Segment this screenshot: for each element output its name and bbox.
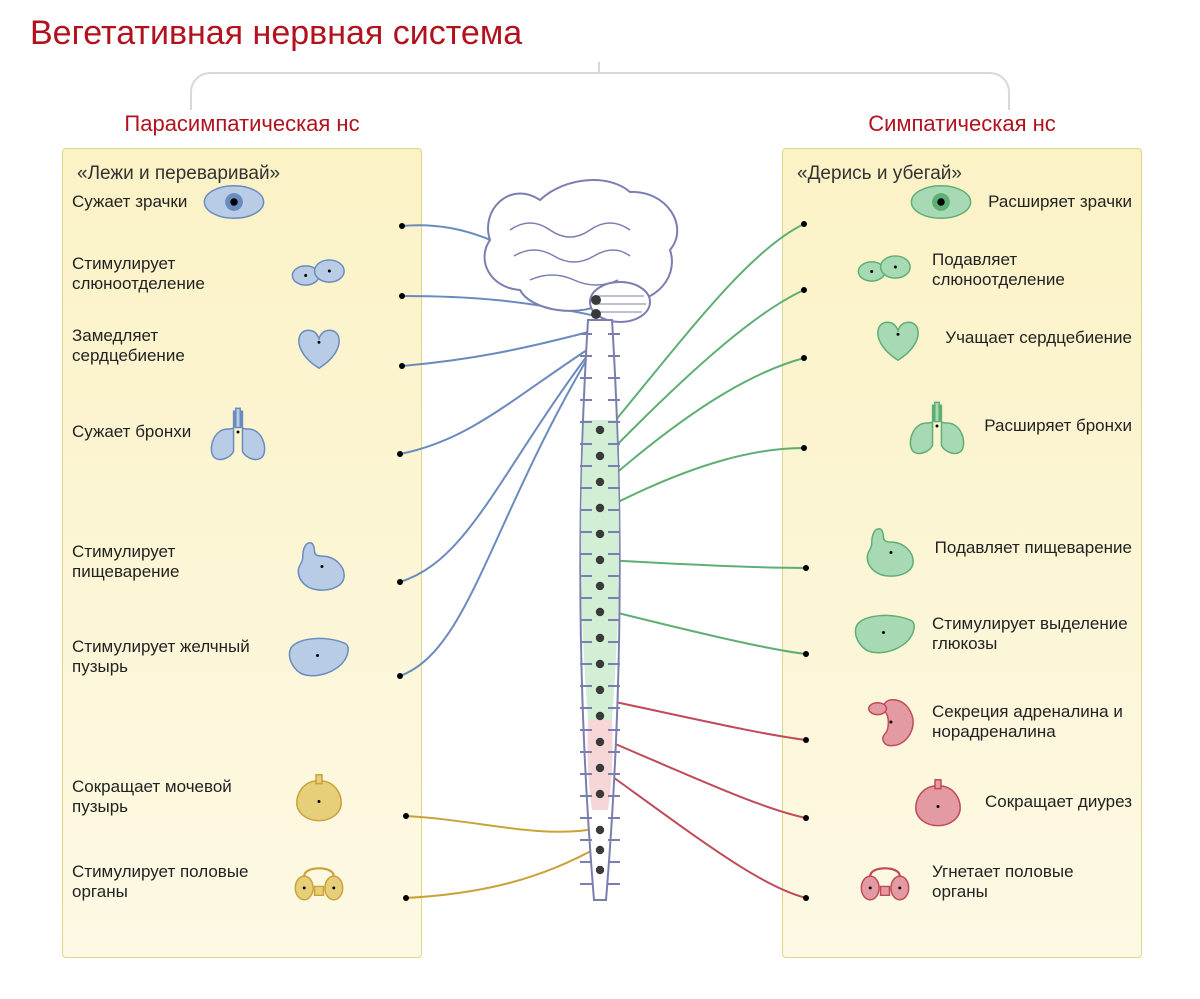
right-row-stomach: Подавляет пищеварение xyxy=(792,518,1132,578)
right-label: Расширяет зрачки xyxy=(988,192,1132,212)
stomach-icon xyxy=(282,532,356,592)
central-nervous-system xyxy=(470,170,730,960)
left-row-glands: Стимулирует слюноотделение xyxy=(72,244,412,304)
left-row-lungs: Сужает бронхи xyxy=(72,402,412,462)
left-row-stomach: Стимулирует пищеварение xyxy=(72,532,412,592)
right-label: Угнетает половые органы xyxy=(932,862,1132,901)
bladder-icon xyxy=(282,767,356,827)
right-label: Учащает сердцебиение xyxy=(945,328,1132,348)
glands-icon xyxy=(282,244,356,304)
sympathetic-header: Симпатическая нс xyxy=(783,111,1141,137)
left-row-eye: Сужает зрачки xyxy=(72,172,412,232)
left-label: Замедляет сердцебиение xyxy=(72,326,272,365)
left-row-liver: Стимулирует желчный пузырь xyxy=(72,627,412,687)
left-label: Стимулирует желчный пузырь xyxy=(72,637,272,676)
right-label: Стимулирует выделение глюкозы xyxy=(932,614,1132,653)
bracket xyxy=(190,72,1010,110)
left-label: Сужает зрачки xyxy=(72,192,187,212)
right-label: Секреция адреналина и норадреналина xyxy=(932,702,1132,741)
bracket-stem xyxy=(598,62,600,74)
lungs-icon xyxy=(201,402,275,462)
left-label: Сокращает мочевой пузырь xyxy=(72,777,272,816)
left-row-genital: Стимулирует половые органы xyxy=(72,852,412,912)
left-label: Стимулирует половые органы xyxy=(72,862,272,901)
right-row-liver: Стимулирует выделение глюкозы xyxy=(792,604,1132,664)
left-row-bladder: Сокращает мочевой пузырь xyxy=(72,767,412,827)
right-label: Расширяет бронхи xyxy=(984,416,1132,436)
glands-icon xyxy=(848,240,922,300)
left-label: Сужает бронхи xyxy=(72,422,191,442)
liver-icon xyxy=(848,604,922,664)
lungs-icon xyxy=(900,396,974,456)
right-row-heart: Учащает сердцебиение xyxy=(792,308,1132,368)
right-label: Сокращает диурез xyxy=(985,792,1132,812)
right-row-glands: Подавляет слюноотделение xyxy=(792,240,1132,300)
kidney-icon xyxy=(848,692,922,752)
right-row-genital: Угнетает половые органы xyxy=(792,852,1132,912)
heart-icon xyxy=(861,308,935,368)
bladder-icon xyxy=(901,772,975,832)
right-row-eye: Расширяет зрачки xyxy=(792,172,1132,232)
right-label: Подавляет слюноотделение xyxy=(932,250,1132,289)
parasympathetic-header: Парасимпатическая нс xyxy=(63,111,421,137)
genital-icon xyxy=(282,852,356,912)
liver-icon xyxy=(282,627,356,687)
stomach-icon xyxy=(851,518,925,578)
right-row-kidney: Секреция адреналина и норадреналина xyxy=(792,692,1132,752)
genital-icon xyxy=(848,852,922,912)
page-title: Вегетативная нервная система xyxy=(30,14,522,53)
right-row-lungs: Расширяет бронхи xyxy=(792,396,1132,456)
heart-icon xyxy=(282,316,356,376)
left-label: Стимулирует пищеварение xyxy=(72,542,272,581)
right-label: Подавляет пищеварение xyxy=(935,538,1132,558)
left-label: Стимулирует слюноотделение xyxy=(72,254,272,293)
eye-icon xyxy=(197,172,271,232)
eye-icon xyxy=(904,172,978,232)
right-row-bladder: Сокращает диурез xyxy=(792,772,1132,832)
left-row-heart: Замедляет сердцебиение xyxy=(72,316,412,376)
